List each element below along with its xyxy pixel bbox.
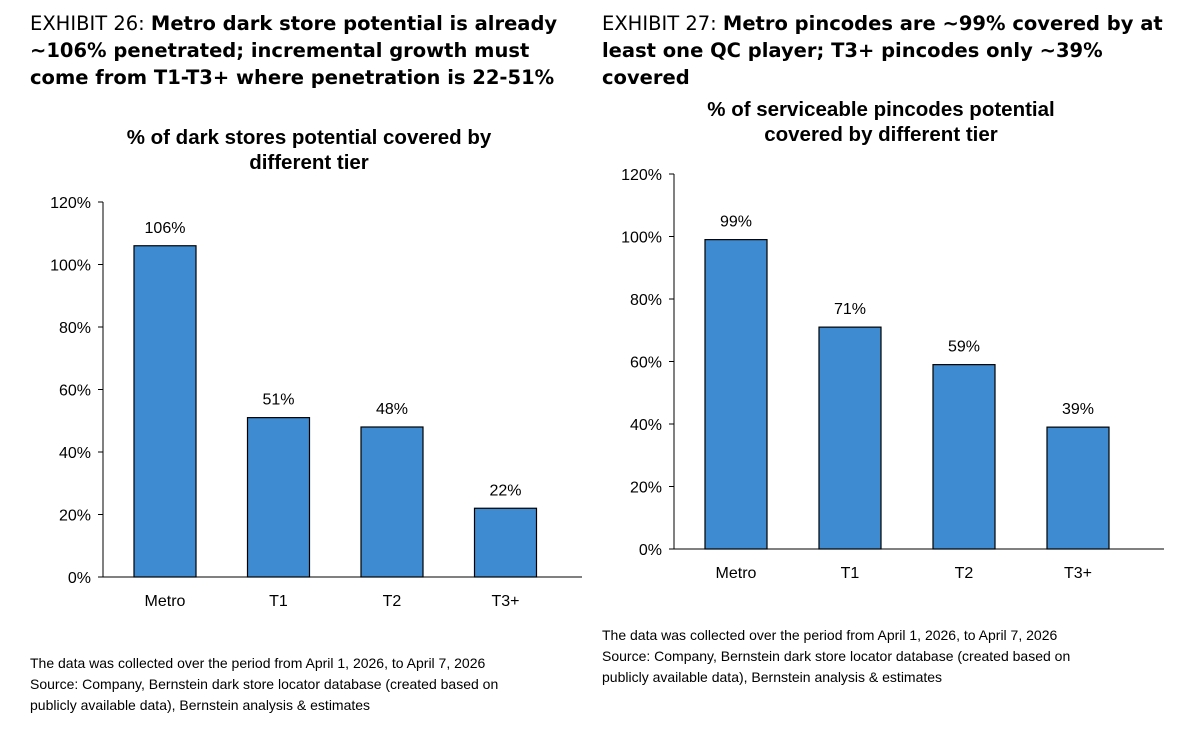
source-notes: The data was collected over the period f…	[602, 625, 1070, 688]
note-line: publicly available data), Bernstein anal…	[30, 697, 371, 713]
data-label: 48%	[376, 401, 408, 418]
y-tick-label: 100%	[50, 258, 91, 275]
note-line: publicly available data), Bernstein anal…	[602, 669, 943, 685]
exhibit-number: EXHIBIT 27:	[602, 12, 717, 35]
exhibit-title: EXHIBIT 27: Metro pincodes are ~99% cove…	[602, 10, 1192, 91]
chart-title-line: % of dark stores potential covered by	[127, 126, 492, 149]
x-tick-label: T3+	[1064, 565, 1092, 582]
note-line: The data was collected over the period f…	[602, 627, 1058, 643]
bar-t2	[360, 426, 424, 578]
data-label: 99%	[720, 214, 752, 231]
data-label: 51%	[262, 392, 294, 409]
data-label: 39%	[1062, 401, 1094, 418]
bar-metro	[704, 239, 768, 550]
note-line: The data was collected over the period f…	[30, 655, 486, 671]
y-tick-label: 60%	[630, 355, 662, 372]
chart-pincodes: % of serviceable pincodes potentialcover…	[621, 98, 1164, 582]
bar-t2	[932, 364, 996, 550]
exhibit-headline: Metro dark store potential is already ~1…	[30, 12, 558, 89]
bar-metro	[133, 245, 197, 578]
chart-title-line: different tier	[249, 151, 369, 174]
bar-t1	[246, 417, 311, 578]
y-tick-label: 120%	[50, 195, 91, 212]
chart-dark-stores: % of dark stores potential covered bydif…	[50, 126, 582, 610]
x-tick-label: T3+	[491, 593, 519, 610]
data-label: 59%	[948, 339, 980, 356]
note-line: Source: Company, Bernstein dark store lo…	[602, 648, 1071, 664]
exhibit-number: EXHIBIT 26:	[30, 12, 145, 35]
data-label: 106%	[145, 220, 186, 237]
y-tick-label: 60%	[59, 383, 91, 400]
x-tick-label: Metro	[145, 593, 186, 610]
y-tick-label: 80%	[59, 320, 91, 337]
x-tick-label: Metro	[716, 565, 757, 582]
y-tick-label: 0%	[639, 542, 662, 559]
bar-t3plus	[1046, 426, 1110, 550]
x-tick-label: T1	[269, 593, 288, 610]
y-tick-label: 80%	[630, 292, 662, 309]
x-tick-label: T1	[841, 565, 860, 582]
bar-t1	[818, 326, 882, 550]
y-tick-label: 40%	[59, 445, 91, 462]
x-tick-label: T2	[955, 565, 974, 582]
y-tick-label: 0%	[68, 570, 91, 587]
exhibit-title: EXHIBIT 26: Metro dark store potential i…	[30, 10, 590, 91]
x-tick-label: T2	[383, 593, 402, 610]
chart-title-line: % of serviceable pincodes potential	[707, 98, 1054, 121]
y-tick-label: 40%	[630, 417, 662, 434]
data-label: 71%	[834, 301, 866, 318]
data-label: 22%	[489, 482, 521, 499]
bar-t3plus	[473, 507, 538, 578]
exhibit-headline: Metro pincodes are ~99% covered by at le…	[602, 12, 1163, 89]
source-notes: The data was collected over the period f…	[30, 653, 498, 716]
y-tick-label: 20%	[59, 508, 91, 525]
y-tick-label: 20%	[630, 480, 662, 497]
chart-title-line: covered by different tier	[764, 123, 998, 146]
note-line: Source: Company, Bernstein dark store lo…	[30, 676, 499, 692]
y-tick-label: 100%	[621, 230, 662, 247]
y-tick-label: 120%	[621, 167, 662, 184]
